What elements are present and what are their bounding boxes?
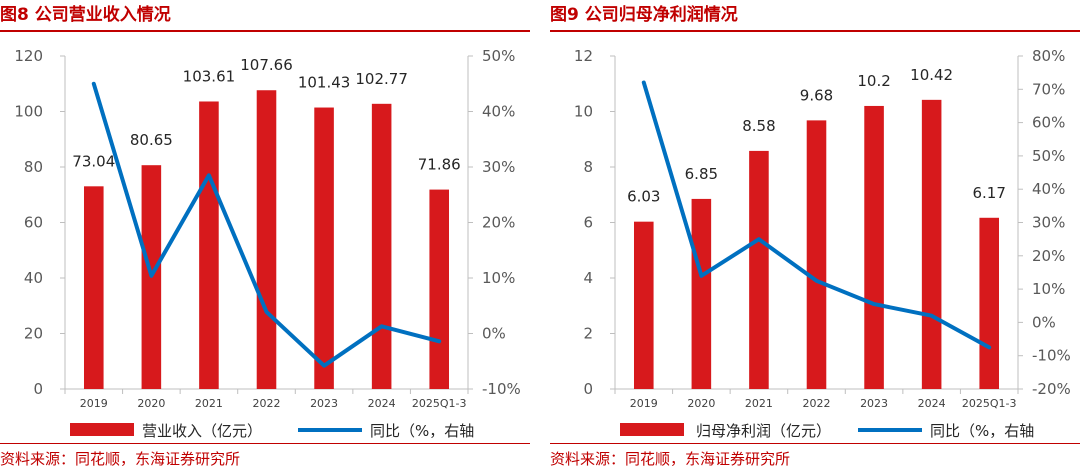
- y2-tick-label: 80%: [1032, 47, 1065, 65]
- net-profit-chart: 0 2 4 6 8 10 12 -20% -10% 0% 10% 20% 30% 40% 50% 60% 70%…: [574, 47, 1071, 440]
- y2-tick-label: 20%: [482, 214, 515, 232]
- revenue-chart: 0 20 40 60 80 100 120 -10% 0% 10% 20% 30% 40% 50% 73.0…: [14, 47, 521, 440]
- title-divider: [550, 30, 1080, 32]
- bar-data-label: 6.17: [973, 184, 1006, 202]
- source-note: 资料来源：同花顺，东海证券研究所: [550, 450, 791, 468]
- source-divider: [550, 443, 1080, 444]
- x-tick-label: 2022: [803, 397, 831, 410]
- bar-data-label: 101.43: [298, 74, 351, 92]
- legend-label-bar: 归母净利润（亿元）: [696, 422, 831, 440]
- x-tick-label: 2023: [860, 397, 888, 410]
- bar: [429, 189, 450, 389]
- bar: [691, 198, 712, 389]
- x-tick-label: 2019: [630, 397, 658, 410]
- bar: [314, 107, 334, 390]
- bar: [83, 186, 104, 389]
- y2-tick-label: 10%: [1032, 280, 1065, 298]
- source-divider: [0, 443, 530, 444]
- chart-title: 图8 公司营业收入情况: [0, 5, 171, 25]
- bar-data-label: 9.68: [800, 86, 833, 104]
- y2-tick-label: 40%: [482, 103, 515, 121]
- legend-swatch-bar: [620, 423, 684, 436]
- x-tick-label: 2025Q1-3: [962, 397, 1017, 410]
- x-tick-label: 2020: [137, 397, 165, 410]
- bar: [864, 105, 884, 389]
- bar: [979, 217, 1000, 389]
- y2-tick-label: 60%: [1032, 114, 1065, 132]
- legend-swatch-bar: [70, 423, 134, 436]
- bar-data-label: 103.61: [183, 67, 236, 85]
- bar-data-label: 102.77: [355, 70, 408, 88]
- y2-tick-label: -10%: [482, 380, 521, 398]
- bar: [921, 99, 942, 389]
- y2-tick-label: 20%: [1032, 247, 1065, 265]
- bar-data-label: 6.85: [685, 165, 718, 183]
- x-tick-label: 2021: [745, 397, 773, 410]
- bar: [256, 90, 277, 389]
- bar-data-label: 71.86: [418, 156, 461, 174]
- y2-tick-label: 50%: [482, 47, 515, 65]
- yoy-growth-line: [91, 81, 442, 368]
- y-tick-label: 100: [14, 103, 43, 121]
- bar: [633, 221, 654, 389]
- y-tick-label: 6: [583, 214, 593, 232]
- y-tick-label: 4: [583, 269, 593, 287]
- y-tick-label: 80: [24, 158, 43, 176]
- x-tick-label: 2023: [310, 397, 338, 410]
- bar: [806, 120, 827, 389]
- bar: [199, 101, 219, 390]
- legend-label-bar: 营业收入（亿元）: [142, 422, 262, 440]
- bar-data-label: 6.03: [627, 188, 660, 206]
- y2-tick-label: 40%: [1032, 180, 1065, 198]
- title-divider: [0, 30, 530, 32]
- y-tick-label: 20: [24, 325, 43, 343]
- legend-label-line: 同比（%，右轴: [370, 422, 474, 440]
- legend-label-line: 同比（%，右轴: [930, 422, 1034, 440]
- y2-tick-label: 10%: [482, 269, 515, 287]
- y2-tick-label: -20%: [1032, 380, 1071, 398]
- y-tick-label: 120: [14, 47, 43, 65]
- y-tick-label: 8: [583, 158, 593, 176]
- x-tick-label: 2025Q1-3: [412, 397, 467, 410]
- bar-data-label: 10.2: [857, 72, 890, 90]
- bar: [749, 150, 769, 389]
- bar-data-label: 8.58: [742, 117, 775, 135]
- x-tick-label: 2022: [253, 397, 281, 410]
- bar: [371, 103, 392, 390]
- y2-tick-label: 0%: [1032, 313, 1056, 331]
- y-tick-label: 60: [24, 214, 43, 232]
- y-tick-label: 2: [583, 325, 593, 343]
- y2-tick-label: 0%: [482, 325, 506, 343]
- y2-tick-label: 30%: [482, 158, 515, 176]
- yoy-growth-line: [641, 80, 992, 350]
- y-tick-label: 0: [33, 380, 43, 398]
- net-profit-chart-panel: 图9 公司归母净利润情况 0 2 4 6 8 10 12 -20% -10% 0% 10% 20% 30…: [550, 0, 1080, 472]
- x-tick-label: 2019: [80, 397, 108, 410]
- y2-tick-label: -10%: [1032, 347, 1071, 365]
- y2-tick-label: 70%: [1032, 80, 1065, 98]
- revenue-chart-panel: 图8 公司营业收入情况 0 20 40 60 80 100 120 -10% 0% 10% 20% 3…: [0, 0, 530, 472]
- y-tick-label: 10: [574, 103, 593, 121]
- y-tick-label: 0: [583, 380, 593, 398]
- y2-tick-label: 50%: [1032, 147, 1065, 165]
- chart-title: 图9 公司归母净利润情况: [550, 5, 738, 25]
- source-note: 资料来源：同花顺，东海证券研究所: [0, 450, 241, 468]
- bar-data-label: 10.42: [910, 66, 953, 84]
- x-tick-label: 2020: [687, 397, 715, 410]
- y-tick-label: 12: [574, 47, 593, 65]
- bar-data-label: 107.66: [240, 56, 293, 74]
- x-tick-label: 2024: [368, 397, 396, 410]
- bar-data-label: 73.04: [72, 152, 115, 170]
- bar-data-label: 80.65: [130, 131, 173, 149]
- y2-tick-label: 30%: [1032, 214, 1065, 232]
- x-tick-label: 2024: [918, 397, 946, 410]
- y-tick-label: 40: [24, 269, 43, 287]
- x-tick-label: 2021: [195, 397, 223, 410]
